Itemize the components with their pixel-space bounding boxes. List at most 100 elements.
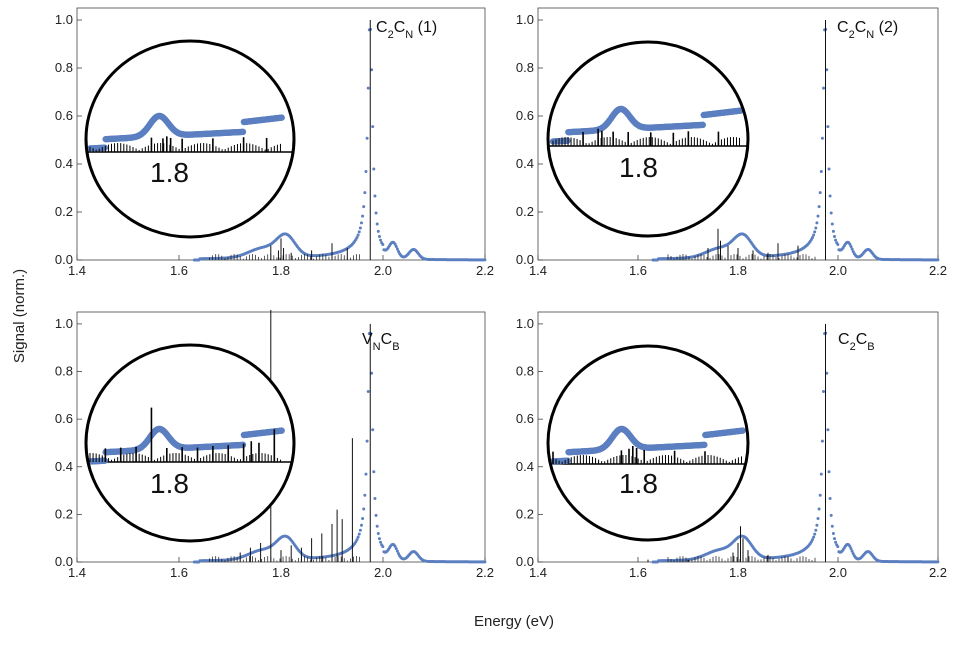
inset-zoom	[549, 425, 747, 465]
data-point	[820, 439, 824, 443]
data-point	[849, 547, 853, 551]
data-point	[374, 211, 378, 215]
x-tick-label: 2.0	[829, 263, 847, 278]
data-point	[831, 532, 835, 536]
data-point	[836, 545, 840, 549]
data-point	[373, 497, 377, 501]
x-tick-label: 2.0	[374, 565, 392, 580]
data-point	[371, 125, 375, 129]
panel-p1: 1.4 1.6 1.8 2.0 2.2 0.0 0.2 0.4 0.6 0.8 1.0 C2CN (1…	[55, 7, 494, 278]
y-tick-label: 0.0	[55, 252, 73, 267]
inset-zoom	[87, 407, 292, 465]
data-point	[816, 516, 820, 520]
panel-p4: 1.4 1.6 1.8 2.0 2.2 0.0 0.2 0.4 0.6 0.8 1.0 C2CB 1.8	[516, 311, 947, 580]
x-axis-title: Energy (eV)	[474, 613, 554, 630]
data-point	[848, 242, 852, 246]
y-tick-label: 0.4	[516, 459, 534, 474]
panel-p3: 1.4 1.6 1.8 2.0 2.2 0.0 0.2 0.4 0.6 0.8 1.0 VNCB 1.8	[55, 310, 494, 580]
data-point	[361, 214, 365, 218]
data-point	[394, 547, 398, 551]
data-point	[834, 238, 838, 242]
data-point	[365, 439, 369, 443]
panel-label: C2CN (1)	[376, 19, 437, 41]
inset-data-point	[739, 427, 746, 434]
panel-label: C2CB	[838, 331, 875, 353]
data-point	[828, 194, 832, 198]
inset-data-point	[278, 114, 285, 121]
data-point	[358, 528, 362, 532]
data-point	[366, 389, 370, 393]
y-tick-label: 0.8	[55, 60, 73, 75]
data-point	[377, 537, 381, 541]
data-point	[829, 513, 833, 517]
y-tick-label: 0.0	[55, 554, 73, 569]
data-point	[822, 86, 825, 90]
experiment-series	[192, 27, 487, 262]
x-tick-label: 1.8	[729, 263, 747, 278]
y-tick-label: 0.8	[516, 364, 534, 379]
y-axis-title: Signal (norm.)	[11, 269, 28, 363]
data-point	[819, 169, 823, 173]
data-point	[811, 538, 814, 542]
data-point	[815, 523, 819, 527]
inset-circle-fill	[86, 41, 294, 237]
inset-zoom	[87, 112, 292, 153]
data-point	[820, 136, 824, 140]
data-point	[374, 513, 378, 517]
inset-tick-label: 1.8	[619, 468, 658, 499]
data-point	[362, 507, 366, 511]
inset-data-point	[699, 121, 706, 129]
data-point	[816, 214, 820, 218]
data-point	[831, 229, 835, 233]
data-point	[365, 136, 369, 140]
y-tick-label: 1.0	[55, 12, 73, 27]
x-tick-label: 1.4	[529, 565, 547, 580]
data-point	[355, 235, 359, 239]
panel-label: VNCB	[362, 331, 400, 353]
data-point	[364, 169, 368, 173]
x-tick-label: 1.6	[629, 263, 647, 278]
data-point	[372, 167, 376, 171]
data-point	[850, 247, 854, 251]
experiment-series	[651, 27, 940, 262]
data-point	[936, 560, 940, 564]
data-point	[825, 371, 829, 375]
data-point	[830, 222, 834, 226]
data-point	[393, 242, 397, 246]
inset-circle	[546, 40, 750, 238]
data-point	[826, 428, 830, 432]
data-point	[849, 245, 853, 248]
y-tick-label: 1.0	[55, 316, 73, 331]
inset-data-point	[101, 144, 108, 151]
y-tick-label: 0.2	[55, 204, 73, 219]
data-point	[814, 528, 818, 532]
inset-circle	[546, 344, 750, 542]
data-point	[370, 68, 374, 72]
data-point	[364, 472, 368, 476]
y-tick-label: 0.8	[516, 60, 534, 75]
data-point	[377, 234, 381, 238]
inset-data-point	[564, 457, 571, 464]
data-point	[815, 221, 819, 225]
x-tick-label: 1.4	[68, 263, 86, 278]
data-point	[370, 371, 374, 375]
data-point	[819, 472, 823, 476]
data-point	[827, 470, 831, 474]
data-point	[375, 524, 379, 528]
data-point	[850, 549, 854, 553]
data-point	[376, 229, 380, 233]
x-tick-label: 1.6	[629, 565, 647, 580]
data-point	[373, 194, 377, 198]
data-point	[356, 535, 360, 539]
x-tick-label: 2.2	[929, 263, 947, 278]
inset-data-point	[239, 128, 247, 136]
data-point	[818, 493, 822, 497]
data-point	[371, 428, 375, 432]
y-tick-label: 0.0	[516, 252, 534, 267]
data-point	[363, 493, 367, 497]
data-point	[483, 258, 487, 262]
data-point	[376, 532, 380, 536]
x-tick-label: 2.2	[476, 565, 494, 580]
inset-tick-label: 1.8	[150, 157, 189, 188]
